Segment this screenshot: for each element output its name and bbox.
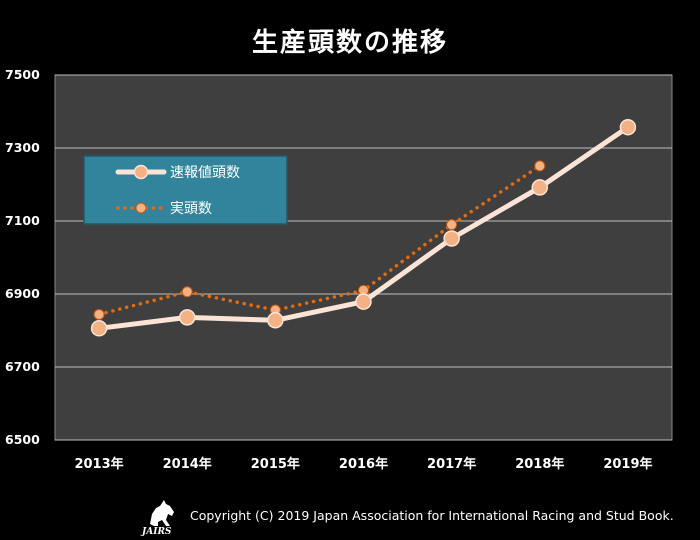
data-point bbox=[94, 309, 104, 319]
data-point bbox=[532, 180, 547, 195]
x-tick-label: 2017年 bbox=[427, 456, 476, 472]
data-point bbox=[444, 231, 459, 246]
y-tick-label: 7300 bbox=[5, 140, 40, 155]
data-point bbox=[92, 321, 107, 336]
copyright-text: Copyright (C) 2019 Japan Association for… bbox=[190, 508, 674, 523]
y-tick-label: 7500 bbox=[5, 67, 40, 82]
x-axis-ticks: 2013年 2014年 2015年 2016年 2017年 2018年 2019年 bbox=[74, 456, 652, 472]
data-point bbox=[535, 161, 545, 171]
y-tick-label: 6500 bbox=[5, 432, 40, 447]
y-axis-ticks: 6500 6700 6900 7100 7300 7500 bbox=[5, 67, 40, 447]
footer: JAIRS Copyright (C) 2019 Japan Associati… bbox=[140, 496, 700, 536]
data-point bbox=[447, 220, 457, 230]
x-tick-label: 2018年 bbox=[515, 456, 564, 472]
data-point bbox=[180, 310, 195, 325]
x-tick-label: 2019年 bbox=[603, 456, 652, 472]
plot-area bbox=[55, 75, 672, 440]
x-tick-label: 2014年 bbox=[163, 456, 212, 472]
x-tick-label: 2013年 bbox=[74, 456, 123, 472]
data-point bbox=[268, 313, 283, 328]
data-point bbox=[356, 294, 371, 309]
x-tick-label: 2016年 bbox=[339, 456, 388, 472]
y-tick-label: 6900 bbox=[5, 286, 40, 301]
data-point bbox=[182, 287, 192, 297]
data-point bbox=[620, 120, 635, 135]
horse-logo-icon: JAIRS bbox=[140, 496, 186, 536]
y-tick-label: 6700 bbox=[5, 359, 40, 374]
x-tick-label: 2015年 bbox=[251, 456, 300, 472]
legend-marker bbox=[135, 166, 148, 179]
svg-text:JAIRS: JAIRS bbox=[140, 527, 172, 536]
legend-label: 速報値頭数 bbox=[170, 165, 240, 181]
legend-marker bbox=[136, 203, 146, 213]
y-tick-label: 7100 bbox=[5, 213, 40, 228]
legend-label: 実頭数 bbox=[170, 201, 212, 217]
